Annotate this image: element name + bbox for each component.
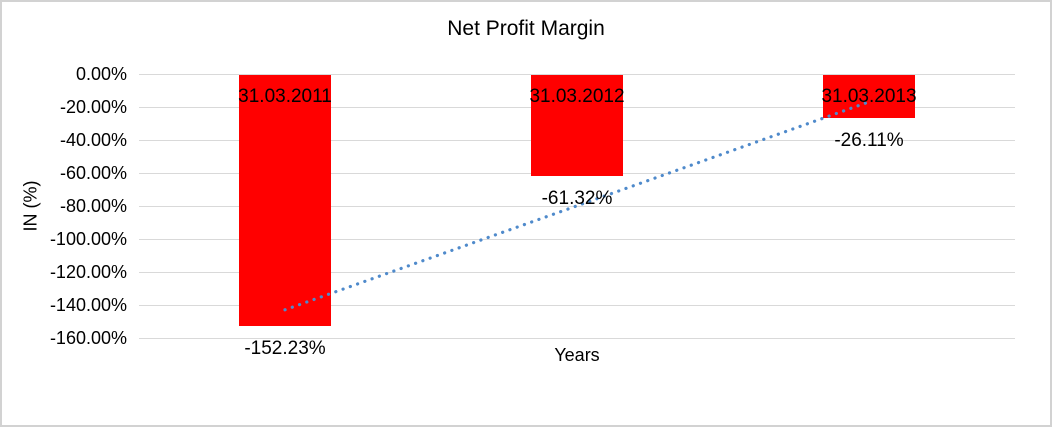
category-label: 31.03.2011 <box>238 86 332 107</box>
bar <box>531 75 623 177</box>
y-gridline <box>139 239 1015 240</box>
x-axis-title: Years <box>554 345 600 365</box>
y-gridline <box>139 338 1015 339</box>
y-axis-tick-label: -60.00% <box>59 163 127 183</box>
y-axis-tick-label: 0.00% <box>75 64 127 84</box>
trendline-path <box>283 100 871 312</box>
y-axis-tick-label: -40.00% <box>59 130 127 150</box>
plot-area: 31.03.2011 -152.23% 31.03.2012 -61.32% 31.03… <box>139 74 1015 359</box>
y-axis-tick-label: -80.00% <box>59 196 127 216</box>
value-label: -26.11% <box>834 130 904 152</box>
y-axis-tick-label: -100.00% <box>49 229 127 249</box>
category-label: 31.03.2013 <box>821 86 917 107</box>
y-gridline <box>139 305 1015 306</box>
y-gridline <box>139 206 1015 207</box>
y-axis-tick-label: -140.00% <box>49 295 127 315</box>
y-axis-tick-label: -160.00% <box>49 328 127 348</box>
value-label: -152.23% <box>244 338 326 360</box>
chart-title: Net Profit Margin <box>447 17 605 40</box>
y-gridline <box>139 74 1015 75</box>
y-gridline <box>139 272 1015 273</box>
trendline <box>283 100 871 312</box>
value-label: -61.32% <box>541 188 613 210</box>
category-label: 31.03.2012 <box>529 86 625 107</box>
y-axis-tick-label: -120.00% <box>49 262 127 282</box>
bar <box>239 75 331 327</box>
y-axis-tick-label: -20.00% <box>59 97 127 117</box>
bar <box>823 75 915 119</box>
